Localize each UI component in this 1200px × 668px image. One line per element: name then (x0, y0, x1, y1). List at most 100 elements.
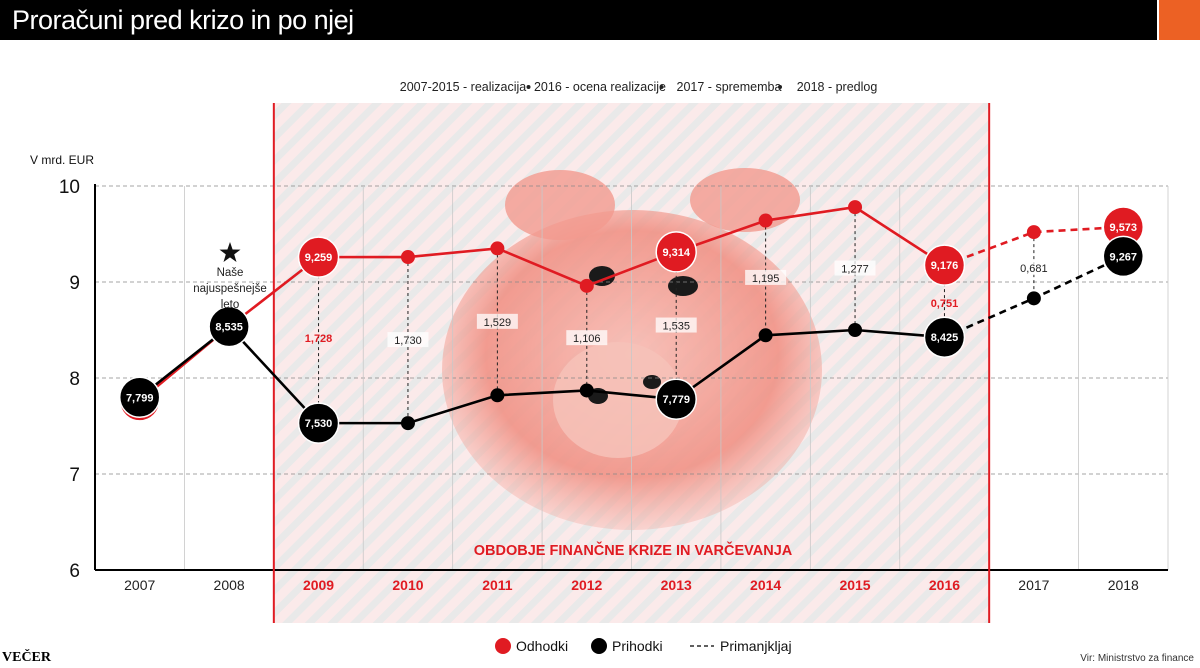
revenues-value-label: 7,530 (305, 418, 333, 430)
expenses-point (758, 213, 773, 228)
x-tick-label: 2015 (839, 577, 870, 593)
pig-nostril-right (643, 375, 661, 389)
deficit-label-bg (387, 332, 429, 348)
legend-deficit-label: Primanjkljaj (720, 638, 792, 654)
pig-eye-right (668, 276, 698, 296)
subtitle-separator (659, 85, 664, 89)
series-points: 7,7628,5359,2599,3149,1769,5737,7998,535… (118, 200, 1145, 444)
expenses-point (923, 244, 966, 286)
brand-logo: VEČER (2, 650, 52, 665)
legend-revenues-label: Prihodki (612, 638, 663, 654)
axis-ticks: 6 7 8 9 10 2007 2008 2009 2010 2011 2012 2013 2014 20… (59, 177, 1139, 593)
revenues-point (1102, 235, 1145, 278)
expenses-value-label: 9,176 (931, 260, 959, 272)
y-tick-label: 8 (69, 369, 80, 390)
expenses-point (848, 200, 863, 215)
expenses-point (400, 250, 415, 265)
title-bar: Proračuni pred krizo in po njej (0, 0, 1157, 40)
deficit-label: 1,730 (394, 335, 422, 347)
legend: Odhodki Prihodki Primanjkljaj (495, 638, 792, 654)
deficit-label-bg (745, 269, 787, 285)
subtitle-separator (778, 85, 782, 89)
revenues-point (579, 383, 594, 398)
x-tick-label: 2016 (929, 577, 960, 593)
revenues-point (655, 378, 697, 420)
expenses-point (297, 236, 340, 278)
y-tick-label: 6 (69, 561, 80, 582)
x-tick-label: 2010 (392, 577, 423, 593)
subtitle-item: 2018 - predlog (797, 80, 878, 94)
piggy-bank-illustration (442, 168, 822, 530)
star-note-line2: najuspešnejše (193, 283, 267, 295)
revenues-point (490, 388, 505, 403)
x-tick-label: 2012 (571, 577, 602, 593)
revenues-value-label: 7,779 (662, 394, 690, 406)
x-tick-label: 2014 (750, 577, 781, 593)
x-tick-label: 2018 (1108, 577, 1139, 593)
star-note-line1: Naše (217, 267, 244, 279)
deficit-label: 0,751 (931, 298, 959, 310)
x-tick-label: 2017 (1018, 577, 1049, 593)
page-title: Proračuni pred krizo in po njej (12, 5, 354, 35)
revenues-point (297, 402, 340, 444)
revenues-point (848, 323, 863, 337)
deficit-label-bg (834, 260, 876, 276)
star-icon (219, 242, 241, 262)
expenses-point (490, 241, 505, 256)
deficit-label: 0,681 (1020, 263, 1048, 275)
y-tick-label: 7 (69, 465, 80, 486)
revenues-value-label: 7,799 (126, 392, 154, 404)
revenues-point (923, 316, 966, 358)
subtitle-item: 2016 - ocena realizacije (534, 80, 666, 94)
revenues-point (118, 376, 161, 419)
legend-revenues-swatch (591, 638, 607, 654)
deficit-markers: 1,728 1,730 1,529 1,106 1,535 1,195 1,277 0,751… (305, 207, 1144, 424)
x-tick-label: 2007 (124, 577, 155, 593)
deficit-label-bg (1013, 260, 1055, 276)
deficit-label-bg (566, 330, 608, 346)
legend-expenses-label: Odhodki (516, 638, 568, 654)
deficit-label: 1,535 (662, 321, 690, 333)
expenses-point (579, 278, 594, 293)
expenses-point (1026, 225, 1041, 240)
x-tick-label: 2008 (214, 577, 245, 593)
expenses-point (655, 231, 697, 273)
pig-right-ear (690, 168, 800, 232)
revenues-line (138, 324, 945, 425)
pig-eye-left (589, 266, 615, 286)
revenues-value-label: 8,535 (215, 322, 243, 334)
best-year-note: Naše najuspešnejše leto (193, 242, 267, 311)
deficit-label-bg (476, 313, 518, 329)
y-axis-label: V mrd. EUR (30, 153, 94, 167)
crisis-period-label: OBDOBJE FINANČNE KRIZE IN VARČEVANJA (474, 541, 793, 559)
deficit-label: 1,106 (573, 333, 601, 345)
pig-left-ear (505, 170, 615, 240)
expenses-line (138, 205, 946, 402)
expenses-value-label: 9,259 (305, 252, 333, 264)
source-note: Vir: Ministrstvo za finance (1080, 653, 1194, 664)
deficit-label: 1,728 (305, 333, 333, 345)
revenues-value-label: 9,267 (1110, 251, 1138, 263)
subtitle-legend: 2007-2015 - realizacija 2016 - ocena real… (400, 80, 878, 94)
deficit-label: 1,277 (841, 264, 869, 276)
subtitle-item: 2017 - sprememba (677, 80, 782, 94)
subtitle-separator (526, 85, 531, 89)
chart-grid (95, 185, 1169, 570)
deficit-label: 1,529 (484, 317, 512, 329)
x-tick-label: 2013 (661, 577, 692, 593)
revenues-point (1026, 291, 1041, 306)
expenses-value-label: 9,573 (1110, 222, 1138, 234)
deficit-label: 1,195 (752, 273, 780, 285)
revenues-point (400, 416, 415, 431)
revenues-value-label: 8,425 (931, 332, 959, 344)
y-tick-label: 9 (69, 273, 80, 294)
deficit-label-bg (655, 317, 697, 333)
x-tick-label: 2011 (482, 577, 513, 593)
brand-accent-block (1159, 0, 1200, 40)
revenues-point (208, 305, 250, 348)
x-tick-label: 2009 (303, 577, 334, 593)
subtitle-item: 2007-2015 - realizacija (400, 80, 527, 94)
star-note-line3: leto (221, 299, 240, 311)
y-tick-label: 10 (59, 177, 80, 198)
